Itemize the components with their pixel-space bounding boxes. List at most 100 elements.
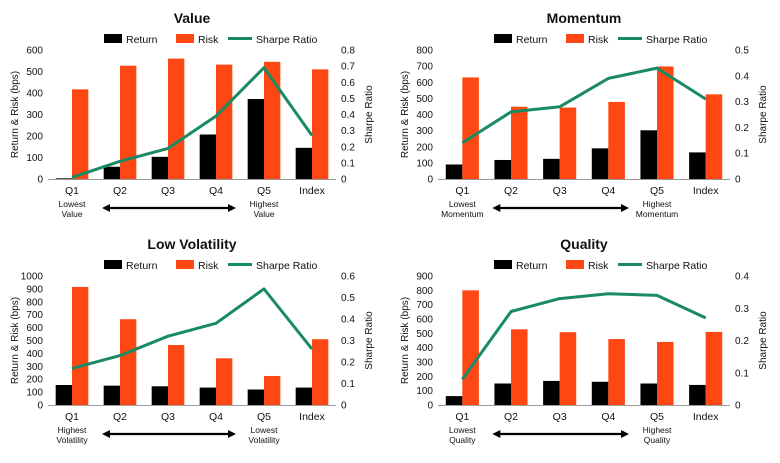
y2-tick-label: 0.8 [341, 46, 355, 57]
arrow-head-right [621, 430, 629, 438]
x-tick-label: Q3 [161, 185, 175, 197]
y-tick-label: 0 [427, 401, 433, 412]
y-tick-label: 200 [416, 372, 433, 383]
x-tick-label: Q1 [65, 185, 79, 197]
bar-risk [705, 331, 723, 405]
bar-return [247, 99, 264, 179]
bar-return [543, 158, 560, 179]
bar-return [591, 148, 609, 179]
x-tick-label: Q4 [601, 411, 615, 423]
bar-return [494, 159, 511, 179]
bar-risk [657, 66, 674, 179]
bar-risk [120, 319, 137, 405]
y-tick-label: 300 [416, 126, 433, 137]
bar-return [55, 385, 72, 405]
line-sharpe-ratio [461, 66, 707, 145]
legend: Return Risk Sharpe Ratio [494, 34, 707, 46]
x-tick-label: Q3 [553, 185, 567, 197]
x-tick-label: Index [299, 185, 325, 197]
y-tick-label: 200 [416, 142, 433, 153]
bar-risk [72, 89, 89, 179]
chart-panel-0: Value Return Risk Sharpe Ratio 0 100 200 300 400… [10, 10, 375, 219]
chart-title: Low Volatility [147, 236, 236, 252]
note-right-line2: Volatility [248, 435, 280, 445]
y-tick-label: 1000 [21, 272, 44, 283]
note-right-line1: Highest [643, 425, 672, 435]
arrow-head-right [228, 430, 236, 438]
bar-risk [511, 329, 528, 405]
legend-swatch-return [494, 34, 512, 43]
x-tick-label: Q2 [504, 411, 518, 423]
x-tick-label: Index [693, 411, 719, 423]
bar-return [689, 152, 706, 179]
y-tick-label: 600 [26, 323, 43, 334]
note-right-line1: Highest [250, 199, 279, 209]
legend: Return Risk Sharpe Ratio [104, 260, 317, 272]
line-sharpe-ratio [461, 292, 707, 381]
y-tick-label: 800 [416, 46, 433, 57]
y-axis-title: Return & Risk (bps) [10, 297, 21, 384]
bar-return [103, 166, 120, 179]
bar-return [295, 147, 312, 179]
legend-swatch-risk [176, 260, 194, 269]
y-tick-label: 400 [416, 110, 433, 121]
note-left-line2: Momentum [441, 209, 484, 219]
legend-swatch-risk [566, 34, 584, 43]
arrow-head-left [102, 430, 110, 438]
y2-tick-label: 0.4 [735, 272, 749, 283]
legend-label-return: Return [126, 34, 158, 46]
y-tick-label: 100 [26, 388, 43, 399]
arrow-head-right [621, 204, 629, 212]
note-right-line2: Value [253, 209, 274, 219]
bar-risk [216, 358, 233, 405]
legend-label-sharpe: Sharpe Ratio [256, 34, 317, 46]
note-left-line1: Lowest [59, 199, 87, 209]
bar-risk [559, 107, 577, 179]
y-tick-label: 900 [416, 272, 433, 283]
bar-return [151, 386, 168, 405]
y-tick-label: 0 [37, 175, 43, 186]
y-tick-label: 700 [26, 310, 43, 321]
note-right-line2: Momentum [636, 209, 679, 219]
y-tick-label: 0 [37, 401, 43, 412]
y2-tick-label: 0.2 [735, 123, 749, 134]
bar-return [689, 384, 706, 405]
y-tick-label: 300 [416, 358, 433, 369]
y2-tick-label: 0.4 [341, 315, 355, 326]
bar-risk [462, 290, 479, 405]
y2-axis-title: Sharpe Ratio [758, 85, 769, 144]
y-tick-label: 500 [26, 67, 43, 78]
x-tick-label: Q5 [257, 185, 271, 197]
bar-risk [264, 375, 281, 405]
chart-title: Quality [560, 236, 608, 252]
y2-tick-label: 0.2 [735, 336, 749, 347]
arrow-head-left [102, 204, 110, 212]
y2-tick-label: 0.3 [735, 97, 749, 108]
x-tick-label: Q1 [65, 411, 79, 423]
chart-panel-2: Low Volatility Return Risk Sharpe Ratio 0 100… [10, 236, 375, 445]
x-tick-label: Q3 [161, 411, 175, 423]
bar-return [55, 178, 72, 179]
bar-risk [511, 106, 528, 179]
y2-tick-label: 0.5 [341, 94, 355, 105]
bar-risk [72, 286, 89, 405]
legend-label-sharpe: Sharpe Ratio [646, 34, 707, 46]
y-tick-label: 600 [416, 78, 433, 89]
chart-title: Value [174, 10, 211, 26]
y-tick-label: 700 [416, 62, 433, 73]
y-tick-label: 600 [26, 46, 43, 57]
legend-label-risk: Risk [588, 34, 609, 46]
bar-return [199, 387, 216, 405]
y-tick-label: 600 [416, 315, 433, 326]
x-tick-label: Q4 [209, 185, 223, 197]
y-tick-label: 100 [416, 158, 433, 169]
y2-tick-label: 0.1 [341, 379, 355, 390]
bar-risk [120, 65, 137, 179]
legend: Return Risk Sharpe Ratio [104, 34, 317, 46]
note-left-line2: Quality [449, 435, 476, 445]
y2-tick-label: 0 [735, 401, 741, 412]
y2-tick-label: 0 [735, 175, 741, 186]
y2-tick-label: 0.3 [341, 126, 355, 137]
legend-label-risk: Risk [588, 260, 609, 272]
